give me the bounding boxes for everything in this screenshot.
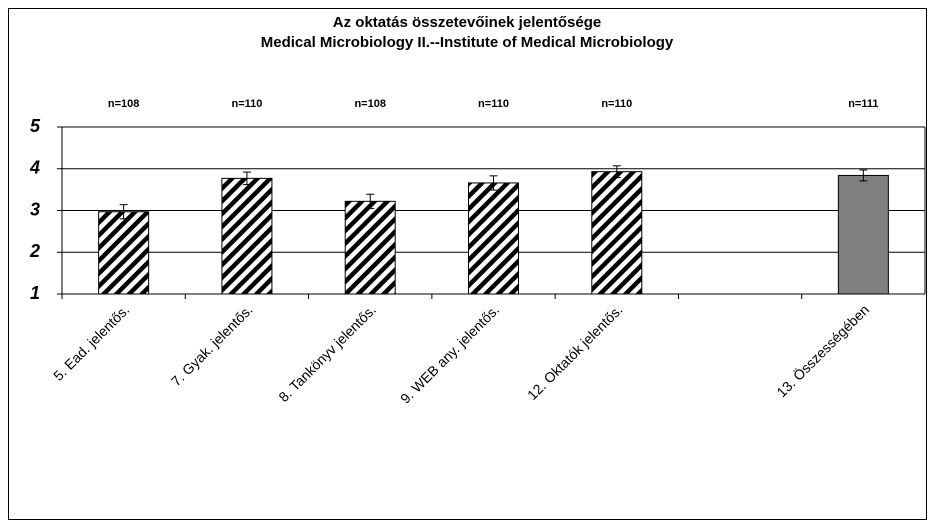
y-tick-label: 5 <box>30 116 41 136</box>
n-label: n=110 <box>231 98 262 110</box>
frame <box>8 8 927 520</box>
y-tick-label: 3 <box>30 199 40 219</box>
n-label: n=111 <box>848 98 878 110</box>
y-tick-label: 1 <box>30 283 40 303</box>
chart-subtitle: Medical Microbiology II.--Institute of M… <box>261 34 674 51</box>
chart-title: Az oktatás összetevőinek jelentősége <box>333 14 601 31</box>
n-label: n=110 <box>478 98 509 110</box>
bar <box>98 211 150 295</box>
bar <box>591 171 643 295</box>
bar <box>344 200 396 295</box>
y-tick-label: 2 <box>29 241 40 261</box>
bar <box>837 174 889 295</box>
bar <box>468 182 519 295</box>
n-label: n=108 <box>354 98 386 110</box>
n-label: n=108 <box>108 98 140 110</box>
y-tick-label: 4 <box>29 158 40 178</box>
bar <box>221 177 273 295</box>
n-label: n=110 <box>601 98 632 110</box>
